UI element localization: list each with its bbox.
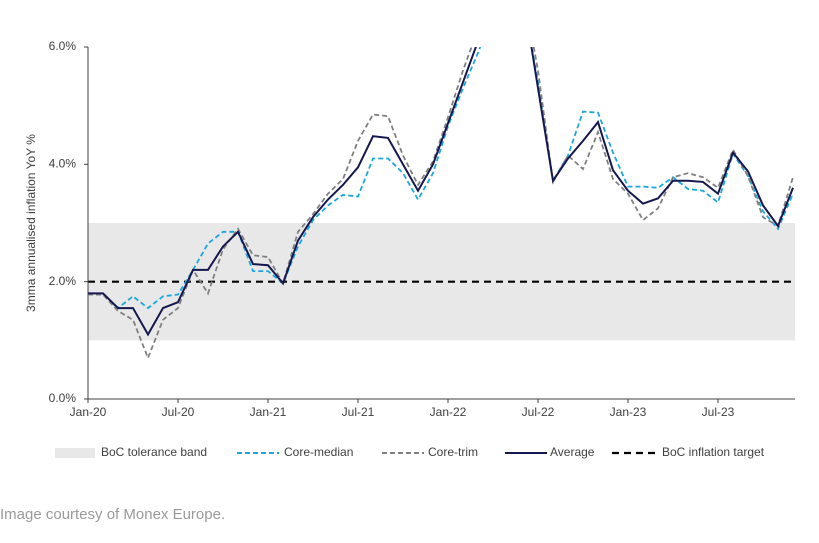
- series-line: [88, 47, 794, 310]
- y-tick-label: 2.0%: [49, 274, 77, 288]
- y-tick-label: 0.0%: [49, 391, 77, 405]
- legend-label: Core-trim: [428, 445, 478, 459]
- plot-area: [88, 47, 794, 361]
- series-line: [88, 47, 794, 361]
- legend-label: Core-median: [284, 445, 353, 459]
- x-tick-label: Jan-20: [70, 405, 107, 419]
- y-axis-label: 3mma annualised inflation YoY %: [24, 134, 38, 312]
- legend-label: BoC tolerance band: [101, 445, 207, 459]
- legend-label: Average: [550, 445, 595, 459]
- x-tick-label: Jan-22: [430, 405, 467, 419]
- series-line: [88, 47, 794, 337]
- x-tick-label: Jul-22: [522, 405, 555, 419]
- x-tick-label: Jul-23: [702, 405, 735, 419]
- legend-label: BoC inflation target: [662, 445, 765, 459]
- legend-swatch: [55, 448, 95, 458]
- x-tick-label: Jul-21: [342, 405, 375, 419]
- x-tick-label: Jan-21: [250, 405, 287, 419]
- y-tick-label: 6.0%: [49, 39, 77, 53]
- caption: Image courtesy of Monex Europe.: [0, 506, 225, 523]
- x-tick-label: Jan-23: [610, 405, 647, 419]
- x-tick-label: Jul-20: [162, 405, 195, 419]
- y-tick-label: 4.0%: [49, 157, 77, 171]
